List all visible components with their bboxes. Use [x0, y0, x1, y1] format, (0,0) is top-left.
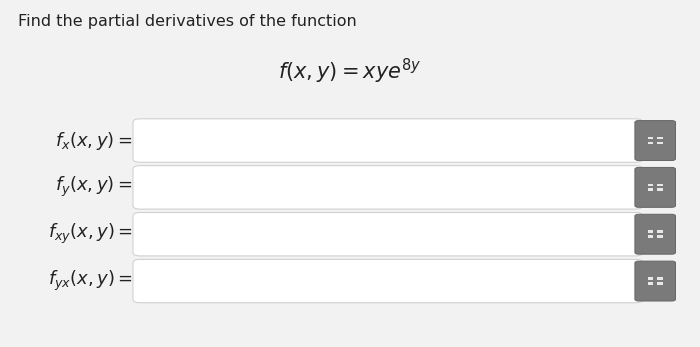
FancyBboxPatch shape [648, 277, 653, 280]
FancyBboxPatch shape [648, 282, 653, 285]
FancyBboxPatch shape [657, 188, 663, 191]
FancyBboxPatch shape [657, 137, 663, 139]
FancyBboxPatch shape [648, 188, 653, 191]
FancyBboxPatch shape [657, 142, 663, 144]
FancyBboxPatch shape [133, 260, 643, 303]
Text: $f_x(x, y) =$: $f_x(x, y) =$ [55, 129, 133, 152]
FancyBboxPatch shape [657, 277, 663, 280]
Text: $f(x, y) = xye^{8y}$: $f(x, y) = xye^{8y}$ [279, 57, 421, 86]
FancyBboxPatch shape [648, 137, 653, 139]
FancyBboxPatch shape [635, 261, 675, 301]
FancyBboxPatch shape [648, 184, 653, 186]
Text: Find the partial derivatives of the function: Find the partial derivatives of the func… [18, 14, 356, 29]
Text: $f_{yx}(x, y) =$: $f_{yx}(x, y) =$ [48, 269, 133, 293]
FancyBboxPatch shape [648, 142, 653, 144]
FancyBboxPatch shape [648, 235, 653, 238]
FancyBboxPatch shape [648, 230, 653, 233]
FancyBboxPatch shape [133, 166, 643, 209]
FancyBboxPatch shape [657, 282, 663, 285]
FancyBboxPatch shape [635, 214, 675, 254]
FancyBboxPatch shape [635, 121, 675, 160]
FancyBboxPatch shape [657, 184, 663, 186]
FancyBboxPatch shape [635, 167, 675, 207]
Text: $f_y(x, y) =$: $f_y(x, y) =$ [55, 175, 133, 200]
Text: $f_{xy}(x, y) =$: $f_{xy}(x, y) =$ [48, 222, 133, 246]
FancyBboxPatch shape [133, 119, 643, 162]
FancyBboxPatch shape [657, 230, 663, 233]
FancyBboxPatch shape [133, 212, 643, 256]
FancyBboxPatch shape [657, 235, 663, 238]
